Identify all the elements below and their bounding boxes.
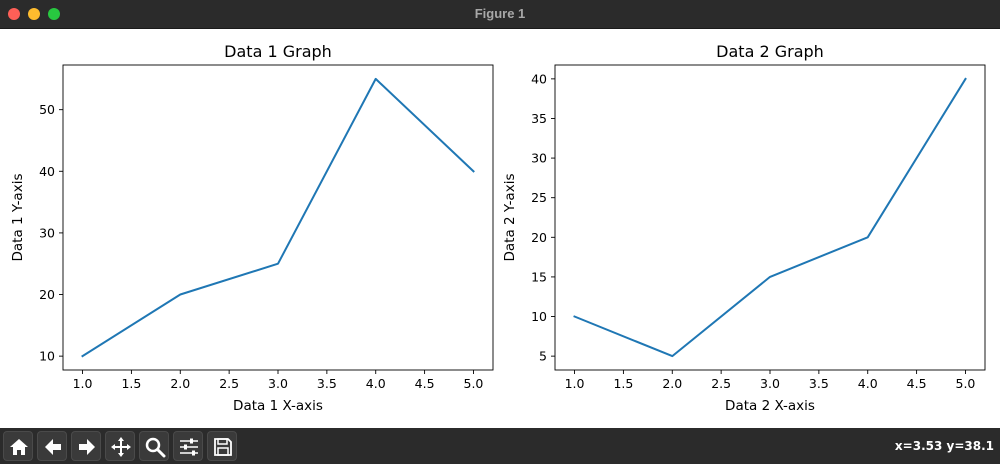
- series-line: [81, 77, 475, 358]
- y-axis-label: Data 1 Y-axis: [10, 174, 26, 262]
- x-axis-label: Data 1 X-axis: [233, 398, 323, 414]
- close-window-button[interactable]: [8, 8, 20, 20]
- x-tick-label: 4.0: [858, 376, 878, 391]
- x-axis-label: Data 2 X-axis: [725, 398, 815, 414]
- x-tick-label: 1.0: [565, 376, 585, 391]
- x-tick-label: 2.0: [170, 376, 190, 391]
- chart-title: Data 2 Graph: [716, 42, 824, 61]
- y-tick-label: 25: [531, 190, 547, 205]
- y-tick-label: 40: [39, 164, 55, 179]
- x-tick-label: 3.0: [760, 376, 780, 391]
- y-tick-label: 20: [531, 230, 547, 245]
- figure-canvas[interactable]: Data 1 Graph 1.0 1.5 2.0 2.5 3.0 3.5 4.0 4.5 5.0 1…: [0, 29, 1000, 428]
- chart-1[interactable]: Data 1 Graph 1.0 1.5 2.0 2.5 3.0 3.5 4.0 4.5 5.0 1…: [10, 42, 494, 414]
- charts-svg[interactable]: Data 1 Graph 1.0 1.5 2.0 2.5 3.0 3.5 4.0 4.5 5.0 1…: [0, 29, 1000, 428]
- arrow-left-icon: [45, 439, 61, 455]
- move-icon: [111, 437, 131, 457]
- arrow-right-icon: [79, 439, 95, 455]
- y-tick-label: 40: [531, 71, 547, 86]
- chart-title: Data 1 Graph: [224, 42, 332, 61]
- x-tick-label: 4.5: [415, 376, 435, 391]
- window-title: Figure 1: [474, 6, 526, 21]
- y-tick-label: 50: [39, 102, 55, 117]
- y-tick-label: 5: [539, 349, 547, 364]
- y-tick-label: 10: [531, 309, 547, 324]
- sliders-icon: [180, 438, 198, 456]
- x-tick-label: 1.0: [73, 376, 93, 391]
- pan-button[interactable]: [105, 431, 135, 461]
- y-tick-label: 30: [531, 151, 547, 166]
- x-tick-label: 1.5: [121, 376, 141, 391]
- configure-subplots-button[interactable]: [173, 431, 203, 461]
- x-tick-label: 3.5: [809, 376, 829, 391]
- y-tick-label: 20: [39, 287, 55, 302]
- plot-area-frame: [554, 64, 986, 371]
- save-figure-button[interactable]: [207, 431, 237, 461]
- home-icon: [10, 439, 28, 455]
- x-tick-label: 1.5: [613, 376, 633, 391]
- magnifier-icon: [145, 437, 166, 458]
- cursor-coordinates: x=3.53 y=38.1: [894, 439, 994, 453]
- x-tick-label: 5.0: [956, 376, 976, 391]
- maximize-window-button[interactable]: [48, 8, 60, 20]
- minimize-window-button[interactable]: [28, 8, 40, 20]
- series-line: [573, 77, 967, 358]
- y-tick-label: 15: [531, 269, 547, 284]
- x-tick-label: 2.0: [662, 376, 682, 391]
- y-axis-label: Data 2 Y-axis: [502, 174, 518, 262]
- chart-2[interactable]: Data 2 Graph 1.0 1.5 2.0 2.5 3.0 3.5 4.0 4.5 5.0 5…: [502, 42, 986, 414]
- x-tick-label: 4.0: [366, 376, 386, 391]
- y-tick-label: 35: [531, 111, 547, 126]
- window-titlebar: Figure 1: [0, 0, 1000, 29]
- floppy-disk-icon: [214, 438, 232, 456]
- x-tick-label: 2.5: [219, 376, 239, 391]
- home-button[interactable]: [3, 431, 33, 461]
- navigation-toolbar: x=3.53 y=38.1: [0, 428, 1000, 464]
- y-tick-label: 30: [39, 225, 55, 240]
- x-tick-label: 2.5: [711, 376, 731, 391]
- zoom-button[interactable]: [139, 431, 169, 461]
- x-tick-label: 4.5: [907, 376, 927, 391]
- x-tick-label: 5.0: [464, 376, 484, 391]
- forward-button[interactable]: [71, 431, 101, 461]
- back-button[interactable]: [37, 431, 67, 461]
- x-tick-label: 3.0: [268, 376, 288, 391]
- x-tick-label: 3.5: [317, 376, 337, 391]
- plot-area-frame: [62, 64, 494, 371]
- y-tick-label: 10: [39, 349, 55, 364]
